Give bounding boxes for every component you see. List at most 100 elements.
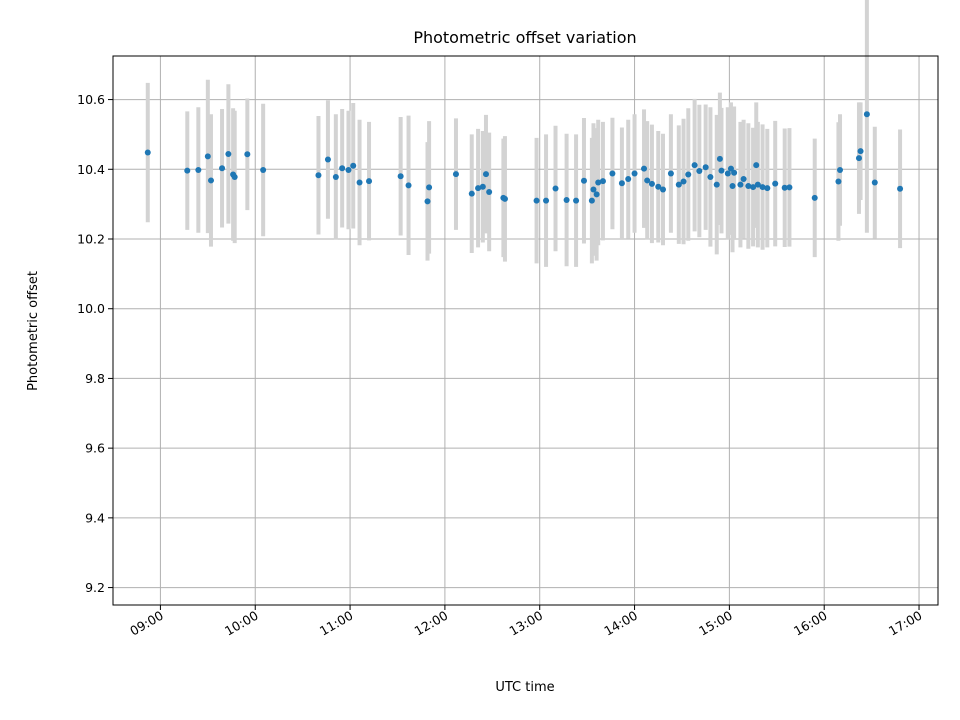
data-point [754, 181, 761, 188]
data-point [724, 170, 731, 177]
y-tick-label: 9.8 [85, 371, 105, 386]
data-point [225, 150, 232, 157]
data-point [475, 185, 482, 192]
x-tick-label: 13:00 [507, 608, 546, 639]
data-point [609, 170, 616, 177]
data-point [552, 185, 559, 192]
data-point [195, 166, 202, 173]
data-point [625, 176, 632, 183]
y-tick-label: 9.4 [85, 510, 105, 525]
y-axis-label: Photometric offset [26, 271, 41, 391]
x-tick-label: 11:00 [317, 608, 356, 639]
data-point [655, 183, 662, 190]
grid-lines [113, 56, 938, 605]
chart-title: Photometric offset variation [413, 28, 636, 47]
data-point [356, 179, 363, 186]
data-point [618, 180, 625, 187]
y-tick-label: 10.2 [77, 232, 105, 247]
data-point [837, 166, 844, 173]
data-point [468, 190, 475, 197]
data-point [667, 170, 674, 177]
data-point [740, 176, 747, 183]
data-point [486, 188, 493, 195]
data-point [855, 155, 862, 162]
data-point [219, 165, 226, 172]
data-point [897, 185, 904, 192]
x-tick-label: 12:00 [412, 608, 451, 639]
data-point [680, 178, 687, 185]
x-axis-label: UTC time [495, 680, 554, 695]
data-point [244, 151, 251, 158]
data-point [405, 182, 412, 189]
data-point [750, 184, 757, 191]
data-point [641, 165, 648, 172]
data-point [835, 178, 842, 185]
data-point [501, 195, 508, 202]
data-point [707, 173, 714, 180]
data-point [648, 180, 655, 187]
data-point [332, 173, 339, 180]
plot-frame [112, 55, 939, 606]
data-point [759, 184, 766, 191]
data-point [696, 168, 703, 175]
data-point [350, 162, 357, 169]
data-point [772, 180, 779, 187]
data-point [479, 183, 486, 190]
data-point [764, 185, 771, 192]
data-point [339, 165, 346, 172]
x-tick-label: 17:00 [886, 608, 925, 639]
y-tick-label: 9.6 [85, 441, 105, 456]
data-point [691, 162, 698, 169]
x-tick-label: 09:00 [127, 608, 166, 639]
data-point [482, 171, 489, 178]
data-point [702, 164, 709, 171]
x-tick-label: 15:00 [696, 608, 735, 639]
data-point [204, 153, 211, 160]
data-points [144, 111, 904, 205]
data-point [745, 183, 752, 190]
data-point [713, 181, 720, 188]
data-point [753, 162, 760, 169]
data-point [660, 186, 666, 193]
data-point [685, 171, 692, 178]
data-point [590, 186, 597, 193]
data-point [675, 181, 682, 188]
y-tick-label: 10.6 [77, 92, 105, 107]
y-tick-label: 10.0 [77, 301, 105, 316]
data-point [207, 177, 214, 184]
data-point [781, 184, 788, 191]
data-point [588, 197, 595, 204]
data-point [424, 198, 431, 205]
data-point [593, 191, 600, 198]
data-point [811, 194, 818, 201]
data-point [366, 178, 373, 185]
data-point [345, 166, 352, 173]
data-point [599, 178, 606, 185]
data-point [260, 166, 267, 173]
data-point [563, 196, 570, 203]
data-point [863, 111, 870, 118]
data-point [718, 167, 725, 174]
data-point [716, 155, 723, 162]
data-point [426, 184, 433, 191]
data-point [397, 173, 404, 180]
y-tick-label: 10.4 [77, 162, 105, 177]
data-point [580, 177, 587, 184]
data-point [731, 169, 738, 176]
axis-ticks: 09:00 10:00 11:00 12:00 13:00 14:00 15:00 16:00… [77, 92, 924, 639]
data-point [729, 183, 736, 190]
data-point [184, 167, 191, 174]
data-point [786, 184, 793, 191]
data-point [644, 177, 651, 184]
data-point [595, 179, 602, 186]
data-point [452, 171, 459, 178]
data-point [315, 172, 322, 179]
data-point [533, 197, 540, 204]
x-tick-label: 16:00 [791, 608, 830, 639]
x-tick-label: 14:00 [601, 608, 640, 639]
data-point [573, 197, 580, 204]
x-tick-label: 10:00 [222, 608, 261, 639]
data-point [231, 173, 238, 180]
data-point [727, 165, 734, 172]
